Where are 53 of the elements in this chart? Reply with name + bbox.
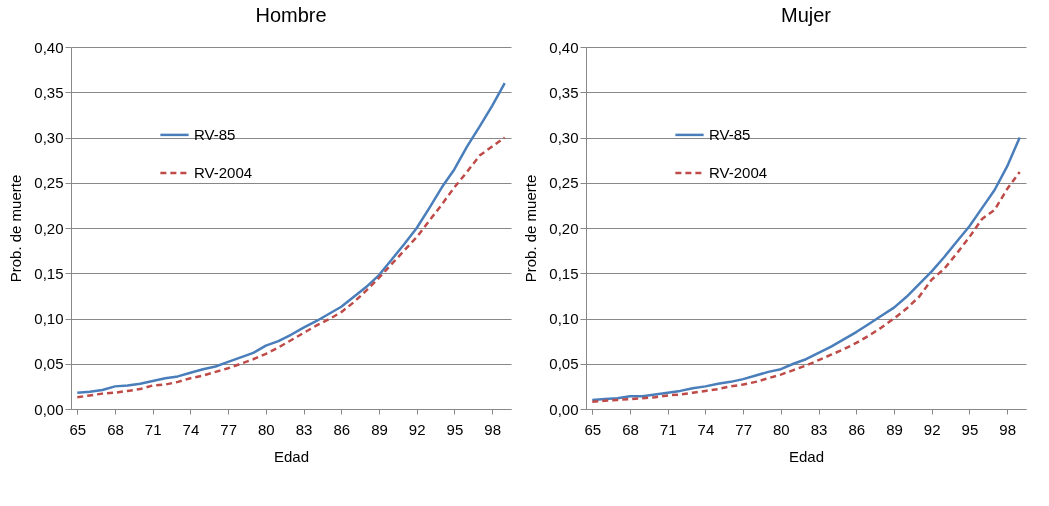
legend-label: RV-2004	[194, 163, 253, 181]
x-tick-label: 89	[886, 420, 903, 438]
x-tick-label: 74	[697, 420, 715, 438]
y-tick-label: 0,15	[549, 264, 579, 282]
x-tick-label: 95	[961, 420, 979, 438]
y-tick-label: 0,35	[549, 83, 579, 101]
x-tick-label: 74	[182, 420, 200, 438]
chart-title: Hombre	[255, 4, 327, 26]
x-tick-label: 92	[923, 420, 941, 438]
legend-label: RV-85	[709, 125, 751, 143]
x-tick-label: 86	[333, 420, 351, 438]
x-axis-title: Edad	[788, 447, 825, 465]
x-axis-title: Edad	[273, 447, 310, 465]
y-tick-label: 0,40	[34, 38, 64, 56]
legend-label: RV-85	[194, 125, 236, 143]
y-tick-label: 0,25	[549, 174, 579, 192]
y-tick-label: 0,10	[34, 310, 64, 327]
x-tick-label: 68	[107, 420, 124, 438]
y-axis-title: Prob. de muerte	[522, 174, 540, 283]
y-tick-label: 0,20	[34, 219, 64, 237]
x-tick-label: 98	[484, 420, 501, 438]
x-tick-label: 65	[584, 420, 602, 438]
x-tick-label: 86	[848, 420, 866, 438]
x-tick-label: 98	[999, 420, 1016, 438]
y-tick-label: 0,30	[34, 129, 64, 146]
x-tick-label: 71	[144, 420, 162, 438]
line-series	[76, 81, 506, 394]
y-tick-label: 0,10	[549, 310, 579, 327]
y-tick-label: 0,05	[549, 355, 579, 373]
y-tick-label: 0,30	[549, 129, 579, 146]
y-tick-label: 0,20	[549, 219, 579, 237]
y-tick-label: 0,00	[549, 400, 579, 418]
y-tick-label: 0,05	[34, 355, 64, 373]
y-tick-label: 0,40	[549, 38, 579, 56]
x-tick-label: 80	[773, 420, 790, 438]
y-tick-label: 0,00	[34, 400, 64, 418]
x-tick-label: 71	[659, 420, 677, 438]
y-axis-title: Prob. de muerte	[7, 174, 25, 283]
x-tick-label: 77	[220, 420, 237, 438]
x-tick-label: 92	[408, 420, 426, 438]
y-tick-label: 0,35	[34, 83, 64, 101]
x-tick-label: 83	[810, 420, 828, 438]
x-tick-label: 80	[258, 420, 275, 438]
x-tick-label: 65	[69, 420, 87, 438]
legend-label: RV-2004	[709, 163, 768, 181]
x-tick-label: 77	[735, 420, 752, 438]
x-tick-label: 83	[295, 420, 313, 438]
y-tick-label: 0,25	[34, 174, 64, 192]
y-tick-label: 0,15	[34, 264, 64, 282]
chart-title: Mujer	[780, 4, 832, 26]
x-tick-label: 68	[622, 420, 639, 438]
x-tick-label: 95	[446, 420, 464, 438]
x-tick-label: 89	[371, 420, 388, 438]
